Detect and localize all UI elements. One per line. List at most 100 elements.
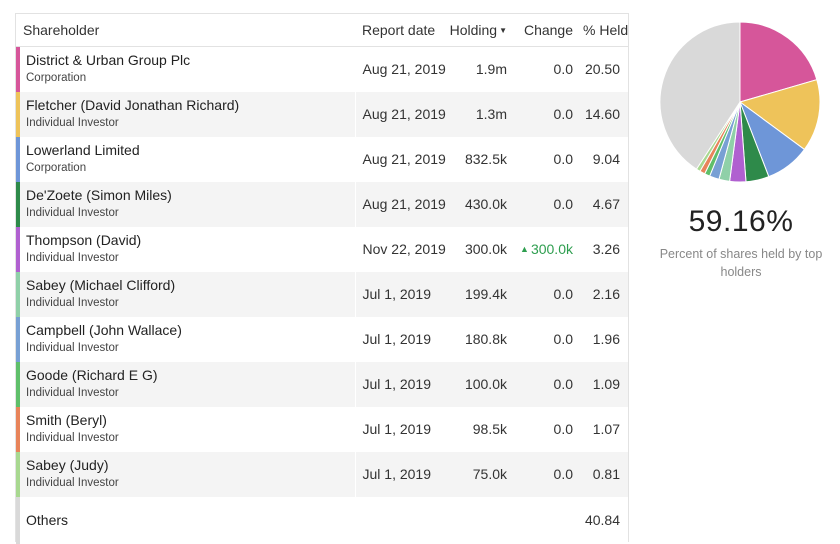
others-pct-cell: 40.84 bbox=[583, 496, 628, 544]
shareholder-cell: Thompson (David) Individual Investor bbox=[16, 226, 355, 272]
report-date-cell: Jul 1, 2019 bbox=[354, 451, 448, 497]
pct-held-cell: 1.07 bbox=[592, 421, 620, 437]
change-cell: 0.0 bbox=[517, 317, 583, 362]
shareholder-cell: Goode (Richard E G) Individual Investor bbox=[16, 361, 355, 407]
change-value: 0.0 bbox=[553, 331, 573, 347]
holder-color-bar bbox=[16, 136, 20, 182]
holder-type: Corporation bbox=[26, 162, 87, 174]
report-date-cell: Jul 1, 2019 bbox=[354, 361, 448, 407]
change-value: 0.0 bbox=[553, 376, 573, 392]
header-shareholder[interactable]: Shareholder bbox=[16, 14, 355, 47]
holder-type: Individual Investor bbox=[26, 432, 119, 444]
sort-descending-icon: ▼ bbox=[499, 26, 507, 35]
holder-name[interactable]: Thompson (David) bbox=[26, 232, 142, 248]
report-date-cell: Aug 21, 2019 bbox=[354, 136, 448, 182]
shareholder-cell: De'Zoete (Simon Miles) Individual Investo… bbox=[16, 181, 355, 227]
holder-color-bar bbox=[16, 181, 20, 227]
table-row[interactable]: Goode (Richard E G) Individual Investor Ju… bbox=[16, 361, 628, 407]
shareholder-cell: Smith (Beryl) Individual Investor bbox=[16, 406, 355, 452]
holding-cell: 1.3m bbox=[448, 91, 517, 137]
holder-name[interactable]: Lowerland Limited bbox=[26, 142, 140, 158]
pct-held-cell: 4.67 bbox=[583, 181, 628, 227]
report-date-cell: Aug 21, 2019 bbox=[354, 181, 448, 227]
holder-name[interactable]: Campbell (John Wallace) bbox=[26, 322, 182, 338]
holding-cell: 98.5k bbox=[472, 421, 507, 437]
change-value: 0.0 bbox=[553, 286, 573, 302]
holding-cell bbox=[448, 496, 517, 544]
pct-held-cell: 9.04 bbox=[592, 151, 620, 167]
shareholder-cell: District & Urban Group Plc Corporation bbox=[16, 47, 355, 92]
header-change[interactable]: Change bbox=[517, 14, 583, 47]
table-body: District & Urban Group Plc Corporation Aug… bbox=[16, 46, 628, 544]
change-cell: 0.0 bbox=[517, 407, 583, 452]
pct-held-cell: 3.26 bbox=[592, 241, 620, 257]
change-cell: 0.0 bbox=[517, 91, 583, 137]
pie-chart-svg bbox=[659, 21, 821, 183]
table-row[interactable]: Lowerland Limited Corporation Aug 21, 2019… bbox=[16, 136, 628, 182]
holder-color-bar bbox=[16, 271, 20, 317]
report-date-cell: Aug 21, 2019 bbox=[354, 46, 448, 92]
change-value: 0.0 bbox=[553, 466, 573, 482]
shareholder-cell: Sabey (Michael Clifford) Individual Inves… bbox=[16, 271, 355, 317]
holder-name[interactable]: District & Urban Group Plc bbox=[26, 52, 191, 69]
shareholder-cell: Others bbox=[16, 496, 355, 544]
holder-type: Individual Investor bbox=[26, 297, 119, 309]
report-date-cell: Jul 1, 2019 bbox=[354, 271, 448, 317]
report-date-cell: Aug 21, 2019 bbox=[354, 91, 448, 137]
change-cell: ▲ 300.0k bbox=[517, 227, 583, 272]
holding-cell: 75.0k bbox=[448, 451, 517, 497]
holder-type: Individual Investor bbox=[26, 252, 119, 264]
table-row[interactable]: Thompson (David) Individual Investor Nov 2… bbox=[16, 226, 628, 272]
table-row[interactable]: Sabey (Michael Clifford) Individual Inves… bbox=[16, 271, 628, 317]
holder-name[interactable]: De'Zoete (Simon Miles) bbox=[26, 187, 172, 203]
holder-color-bar bbox=[16, 361, 20, 407]
table-row-others: Others 40.84 bbox=[16, 496, 628, 544]
holder-type: Individual Investor bbox=[26, 387, 119, 399]
table-row[interactable]: Campbell (John Wallace) Individual Invest… bbox=[16, 316, 628, 362]
holder-name[interactable]: Smith (Beryl) bbox=[26, 412, 107, 428]
report-date-cell: Nov 22, 2019 bbox=[354, 226, 448, 272]
change-cell: 0.0 bbox=[517, 451, 583, 497]
holder-name[interactable]: Fletcher (David Jonathan Richard) bbox=[26, 97, 240, 113]
report-date-cell bbox=[354, 496, 448, 544]
holding-cell: 180.8k bbox=[464, 331, 507, 347]
table-row[interactable]: Smith (Beryl) Individual Investor Jul 1, 2… bbox=[16, 406, 628, 452]
pct-held-cell: 1.09 bbox=[583, 361, 628, 407]
top-holders-percent: 59.16% bbox=[688, 205, 794, 238]
holder-type: Individual Investor bbox=[26, 342, 119, 354]
header-shareholder-label: Shareholder bbox=[23, 22, 100, 38]
change-cell bbox=[517, 496, 583, 544]
pie-slice[interactable] bbox=[659, 21, 741, 170]
holder-name[interactable]: Goode (Richard E G) bbox=[26, 367, 158, 383]
holder-type: Individual Investor bbox=[26, 477, 119, 489]
holder-color-bar bbox=[16, 406, 20, 452]
header-pct-held-label: % Held bbox=[583, 22, 629, 38]
table-row[interactable]: Sabey (Judy) Individual Investor Jul 1, 20… bbox=[16, 451, 628, 497]
pct-held-cell: 1.96 bbox=[592, 331, 620, 347]
change-cell: 0.0 bbox=[517, 361, 583, 407]
holding-cell: 832.5k bbox=[464, 151, 507, 167]
change-value: 0.0 bbox=[553, 106, 573, 122]
holder-name[interactable]: Sabey (Judy) bbox=[26, 457, 109, 473]
holder-type: Individual Investor bbox=[26, 117, 119, 129]
holder-color-bar bbox=[16, 316, 20, 362]
header-pct-held[interactable]: % Held bbox=[583, 14, 628, 47]
change-cell: 0.0 bbox=[517, 137, 583, 182]
shareholders-table: Shareholder Report date Holding ▼ Change … bbox=[16, 14, 628, 544]
holder-color-bar bbox=[16, 226, 20, 272]
header-holding-label: Holding bbox=[449, 22, 498, 38]
shareholders-table-container: Shareholder Report date Holding ▼ Change … bbox=[15, 13, 629, 544]
header-holding[interactable]: Holding ▼ bbox=[448, 14, 517, 47]
table-row[interactable]: Fletcher (David Jonathan Richard) Individ… bbox=[16, 91, 628, 137]
holder-color-bar bbox=[16, 91, 20, 137]
header-report-date[interactable]: Report date bbox=[355, 14, 448, 47]
ownership-pie-chart bbox=[659, 21, 821, 183]
table-row[interactable]: De'Zoete (Simon Miles) Individual Investo… bbox=[16, 181, 628, 227]
table-row[interactable]: District & Urban Group Plc Corporation Aug… bbox=[16, 46, 628, 92]
pie-slice[interactable] bbox=[739, 21, 818, 103]
change-value: 300.0k bbox=[530, 241, 573, 257]
pie-slice[interactable] bbox=[738, 79, 821, 151]
holder-name[interactable]: Sabey (Michael Clifford) bbox=[26, 277, 176, 293]
holder-color-bar bbox=[16, 47, 20, 92]
pct-held-cell: 14.60 bbox=[583, 91, 628, 137]
